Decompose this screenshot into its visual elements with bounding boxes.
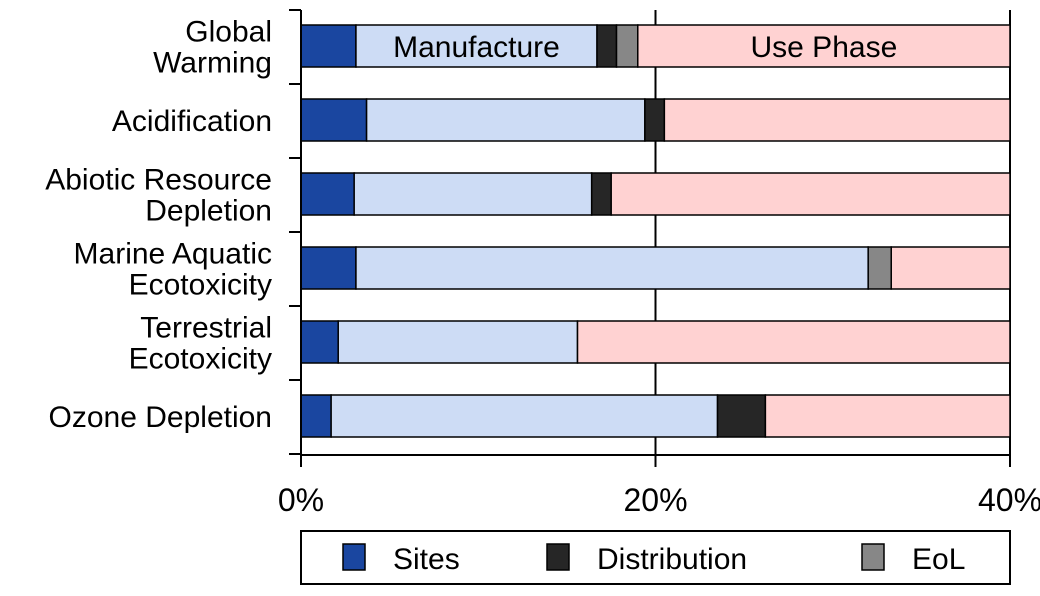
legend-swatch-distribution: [546, 543, 570, 571]
category-label-4-0: Terrestrial: [140, 312, 272, 345]
category-label-1-0: Acidification: [112, 105, 272, 138]
bar-segment-distribution-0: [596, 24, 618, 68]
bar-segment-use-phase-0: [637, 24, 1011, 68]
in-bar-label-use-phase: Use Phase: [751, 31, 898, 64]
category-label-0-1: Warming: [153, 47, 272, 80]
bar-segment-use-phase-3: [890, 246, 1011, 290]
bar-segment-use-phase-4: [576, 320, 1011, 364]
bars: [300, 24, 1011, 438]
category-label-5-0: Ozone Depletion: [49, 401, 272, 434]
bar-segment-sites-2: [300, 172, 355, 216]
bar-segment-manufacture-4: [337, 320, 579, 364]
bar-segment-sites-1: [300, 98, 368, 142]
category-label-2-0: Abiotic Resource: [45, 164, 272, 197]
in-bar-labels: Manufacture Use Phase: [393, 31, 897, 64]
bar-segment-manufacture-0: [355, 24, 598, 68]
legend-label-distribution: Distribution: [597, 543, 747, 576]
category-label-4-1: Ecotoxicity: [129, 343, 272, 376]
legend-box: [300, 530, 1011, 585]
category-label-0-0: Global: [185, 16, 272, 49]
bar-segment-distribution-2: [590, 172, 612, 216]
bar-segment-sites-3: [300, 246, 357, 290]
bar-segment-use-phase-5: [764, 394, 1011, 438]
x-tick-label-40: 40%: [978, 482, 1040, 518]
category-label-3-0: Marine Aquatic: [74, 238, 272, 271]
bar-segment-sites-5: [300, 394, 332, 438]
bar-segment-use-phase-1: [663, 98, 1011, 142]
legend-label-eol: EoL: [912, 543, 965, 576]
bar-segment-manufacture-2: [353, 172, 593, 216]
in-bar-label-manufacture: Manufacture: [393, 31, 560, 64]
bar-segment-distribution-1: [644, 98, 666, 142]
x-tick-label-0: 0%: [278, 482, 324, 518]
category-label-2-1: Depletion: [145, 195, 272, 228]
legend-swatch-sites: [342, 543, 366, 571]
legend-label-sites: Sites: [393, 543, 460, 576]
bar-segment-distribution-5: [716, 394, 767, 438]
bar-segment-use-phase-2: [610, 172, 1011, 216]
x-tick-label-20: 20%: [623, 482, 687, 518]
bar-segment-manufacture-5: [330, 394, 719, 438]
x-axis: 0% 20% 40%: [278, 454, 1040, 518]
category-label-3-1: Ecotoxicity: [129, 269, 272, 302]
legend-swatch-eol: [861, 543, 885, 571]
bar-segment-manufacture-3: [355, 246, 869, 290]
bar-segment-eol-3: [867, 246, 892, 290]
bar-segment-manufacture-1: [365, 98, 646, 142]
bar-segment-sites-0: [300, 24, 357, 68]
bar-segment-sites-4: [300, 320, 339, 364]
bar-segment-eol-0: [615, 24, 639, 68]
legend: Sites Distribution EoL: [300, 530, 1011, 585]
